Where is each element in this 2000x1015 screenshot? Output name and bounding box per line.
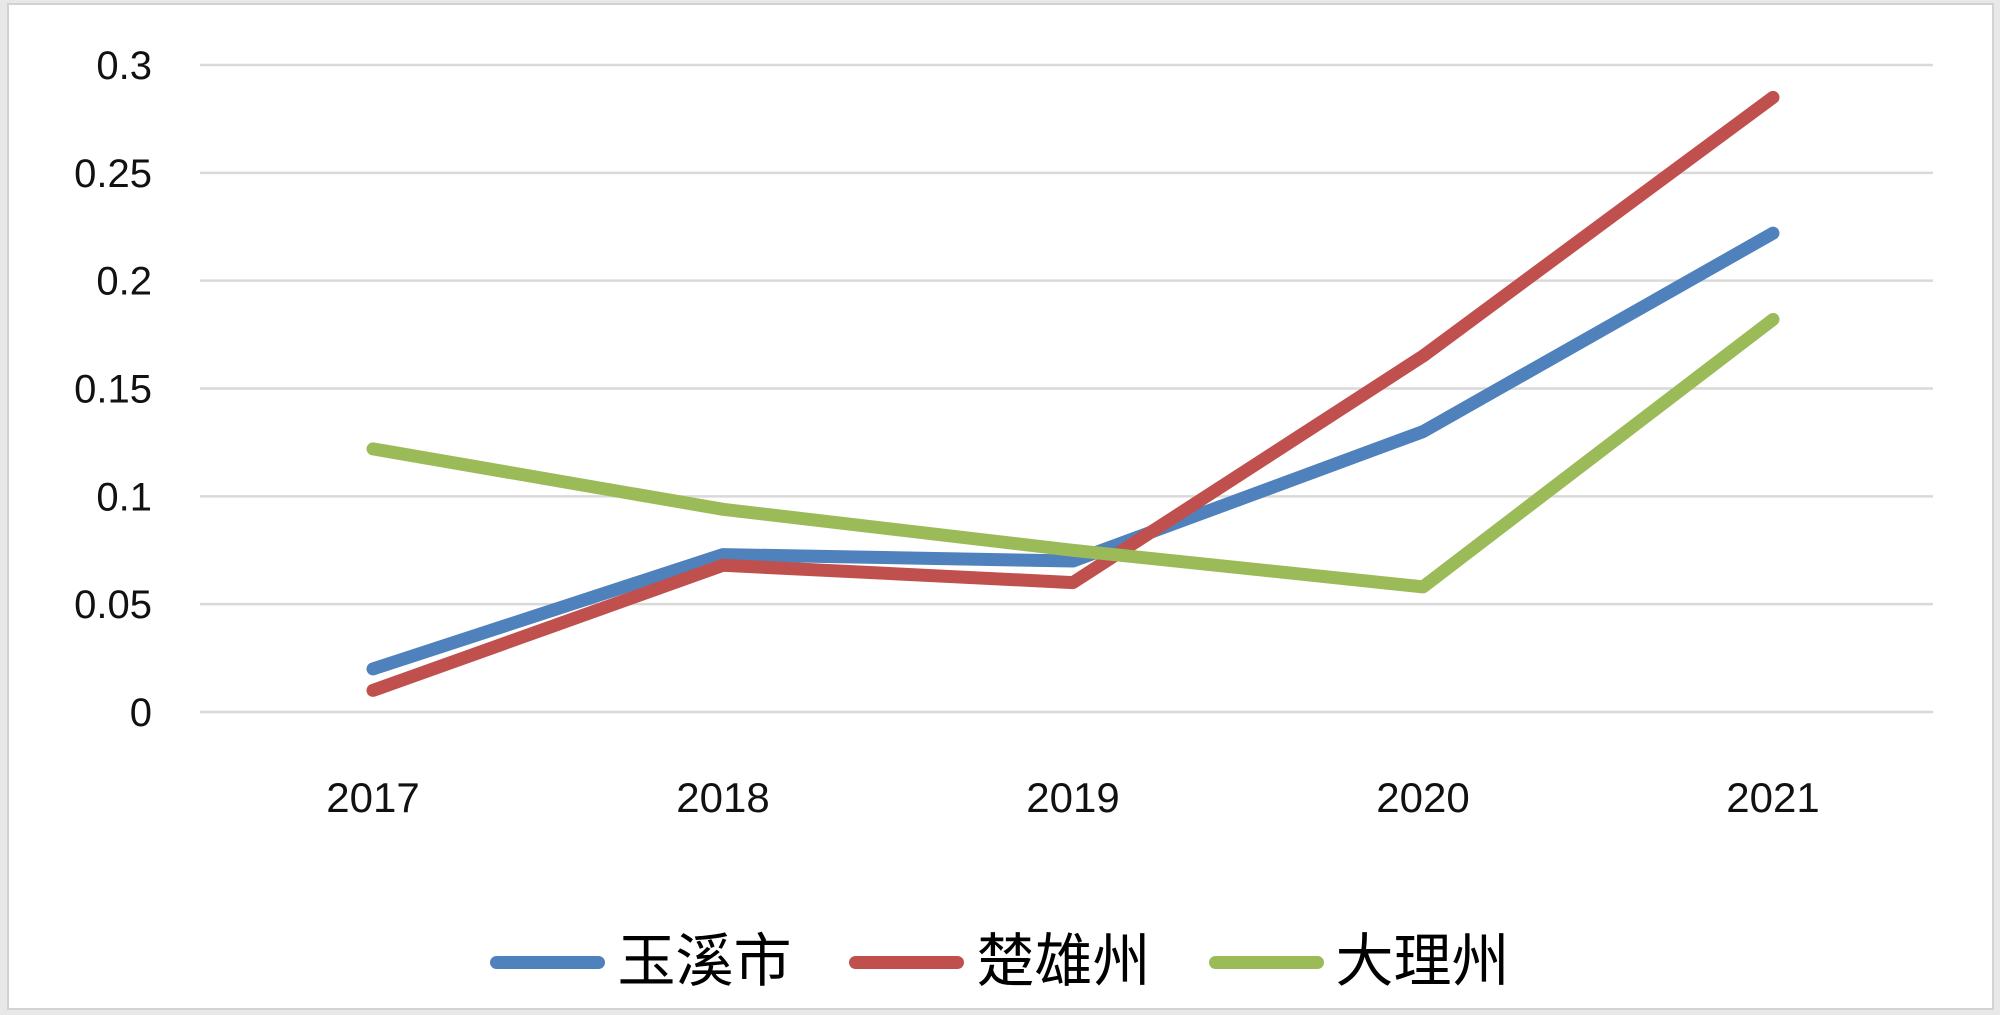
- legend-swatch-series-3: [1208, 955, 1324, 969]
- legend-item-series-1: 玉溪市: [490, 933, 791, 991]
- y-tick-label: 0.15: [74, 368, 152, 412]
- chart-legend: 玉溪市 楚雄州 大理州: [0, 912, 2000, 1012]
- y-tick-label: 0: [130, 691, 152, 735]
- legend-swatch-series-1: [490, 955, 606, 969]
- legend-label-series-3: 大理州: [1335, 929, 1510, 994]
- y-tick-label: 0.25: [74, 152, 152, 196]
- y-tick-label: 0.1: [96, 475, 152, 519]
- series-line-3: [366, 313, 1780, 594]
- legend-swatch-series-2: [849, 955, 965, 969]
- series-line-1: [366, 226, 1780, 676]
- series-line-2: [366, 90, 1780, 697]
- y-tick-label: 0.2: [96, 260, 152, 304]
- y-tick-label: 0.05: [74, 583, 152, 627]
- y-tick-label: 0.3: [96, 44, 152, 88]
- legend-item-series-2: 楚雄州: [849, 929, 1151, 994]
- legend-item-series-3: 大理州: [1208, 929, 1510, 994]
- legend-label-series-1: 玉溪市: [617, 929, 792, 994]
- x-tick-label: 2018: [676, 774, 769, 821]
- x-tick-label: 2017: [326, 774, 419, 821]
- x-tick-label: 2020: [1376, 774, 1469, 821]
- x-tick-label: 2021: [1726, 774, 1819, 821]
- x-tick-label: 2019: [1026, 774, 1119, 821]
- legend-label-series-2: 楚雄州: [976, 929, 1151, 994]
